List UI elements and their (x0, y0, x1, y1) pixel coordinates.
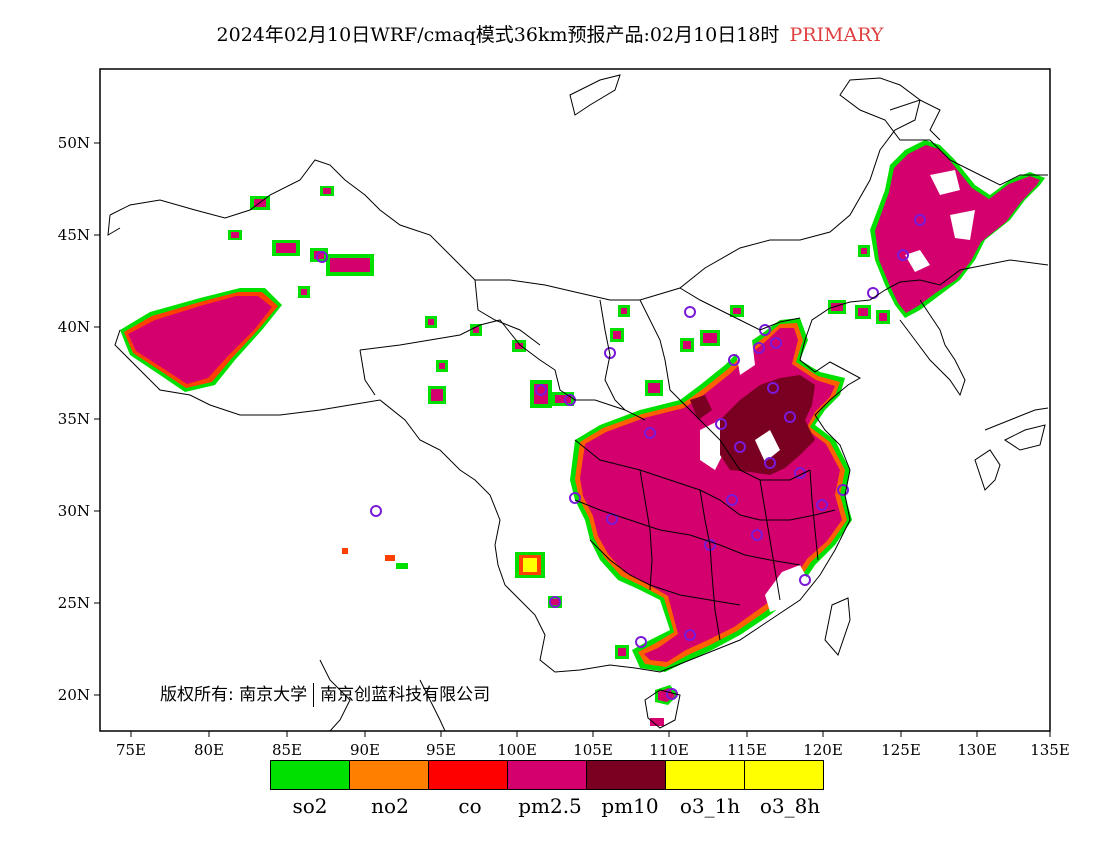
x-tick-label: 100E (497, 741, 537, 759)
legend-swatch-o3-1h (665, 760, 745, 790)
y-tick-label: 40N (58, 318, 90, 336)
legend-swatch-so2 (270, 760, 350, 790)
x-axis-labels: 75E 80E 85E 90E 95E 100E 105E 110E 115E … (116, 741, 1070, 759)
x-tick-label: 90E (350, 741, 380, 759)
y-tick-label: 20N (58, 686, 90, 704)
x-tick-label: 105E (573, 741, 613, 759)
legend-swatches (270, 760, 824, 790)
x-tick-label: 85E (272, 741, 302, 759)
region-xinjiang (120, 288, 282, 392)
x-tick-label: 120E (803, 741, 843, 759)
station-markers (316, 214, 926, 700)
title-tag: PRIMARY (789, 24, 884, 46)
region-northeast (870, 140, 1045, 318)
x-tick-label: 135E (1030, 741, 1070, 759)
y-tick-label: 50N (58, 134, 90, 152)
x-tick-label: 95E (426, 741, 456, 759)
axis-ticks (94, 142, 1051, 737)
legend-swatch-no2 (349, 760, 429, 790)
x-tick-label: 80E (194, 741, 224, 759)
legend-swatch-o3-8h (744, 760, 824, 790)
legend-label: no2 (371, 794, 409, 818)
legend-label: pm10 (601, 794, 659, 818)
region-yunnan (515, 552, 545, 578)
legend-labels: so2 no2 co pm2.5 pm10 o3_1h o3_8h (270, 794, 830, 818)
map-content (107, 74, 1049, 731)
map-outlines (107, 74, 1049, 731)
copyright-separator (313, 683, 315, 707)
x-tick-label: 110E (649, 741, 689, 759)
map-title: 2024年02月10日WRF/cmaq模式36km预报产品:02月10日18时 P… (0, 20, 1100, 47)
x-tick-label: 130E (957, 741, 997, 759)
x-tick-label: 115E (727, 741, 767, 759)
legend-label: o3_8h (759, 794, 821, 818)
y-tick-label: 45N (58, 226, 90, 244)
x-tick-label: 75E (116, 741, 146, 759)
region-hotspots (228, 186, 890, 726)
map-frame (99, 68, 1051, 732)
legend-label: co (458, 794, 482, 818)
copyright-note: 版权所有: 南京大学 南京创蓝科技有限公司 (160, 680, 490, 707)
copyright-part2: 南京创蓝科技有限公司 (320, 685, 491, 705)
legend-swatch-pm2-5 (507, 760, 587, 790)
x-tick-label: 125E (881, 741, 921, 759)
y-tick-label: 35N (58, 410, 90, 428)
legend-swatch-co (428, 760, 508, 790)
legend-swatch-pm10 (586, 760, 666, 790)
y-tick-label: 25N (58, 594, 90, 612)
y-tick-label: 30N (58, 502, 90, 520)
legend-label: o3_1h (679, 794, 741, 818)
copyright-part1: 版权所有: 南京大学 (160, 685, 308, 705)
title-main: 2024年02月10日WRF/cmaq模式36km预报产品:02月10日18时 (216, 24, 780, 46)
y-axis-labels: 20N 25N 30N 35N 40N 45N 50N (58, 134, 90, 704)
legend-label: so2 (292, 794, 328, 818)
legend-label: pm2.5 (518, 794, 582, 818)
